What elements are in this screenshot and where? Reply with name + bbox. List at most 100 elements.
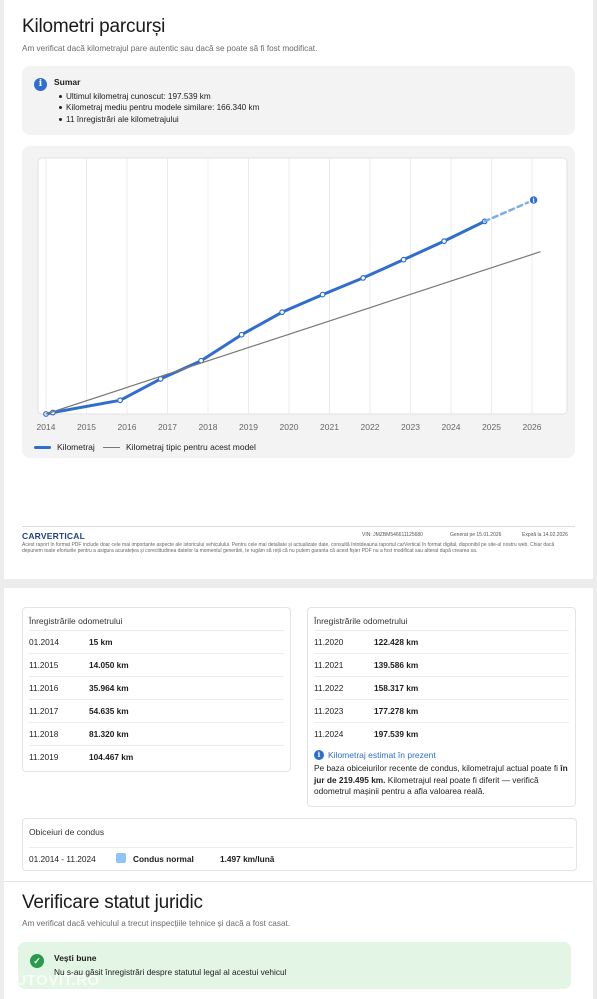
x-tick-label: 2016 [118,422,137,432]
row-value: 14.050 km [89,660,129,670]
series-line [44,219,487,416]
x-tick-label: 2026 [523,422,542,432]
mileage-subtitle: Am verificat dacă kilometrajul pare aute… [22,44,318,53]
table-row: 11.2022 158.317 km [314,676,569,699]
x-tick-label: 2014 [37,422,56,432]
x-tick-label: 2015 [77,422,96,432]
row-value: 139.586 km [374,660,419,670]
estimate-value: în jur de 219.495 km. [314,763,568,785]
info-icon: i [34,78,47,91]
estimate-point-icon [528,194,539,206]
estimate-text: Pe baza obiceiurilor recente de condus, … [314,763,569,798]
row-value: 177.278 km [374,706,419,716]
driving-habits-card: Obiceiuri de condus 01.2014 - 11.2024 Co… [22,818,577,871]
table-row: 11.2016 35.964 km [29,676,284,699]
table-row: 11.2020 122.428 km [314,630,569,653]
summary-item: Kilometraj mediu pentru modele similare:… [58,103,260,113]
row-date: 11.2016 [29,683,59,693]
section-divider [4,881,593,882]
legal-title: Verificare statut juridic [22,892,203,913]
legend-typical-swatch [103,447,120,448]
row-date: 11.2017 [29,706,59,716]
table-row: 11.2021 139.586 km [314,653,569,676]
mileage-chart: 2014 2015 2016 2017 2018 2019 2020 2021 2022 2023… [37,157,568,432]
odometer-title: Înregistrările odometrului [29,616,123,626]
table-row: 01.2014 15 km [29,630,284,653]
footer-disclaimer: Acest raport în format PDF include doar … [22,542,555,555]
row-value: 122.428 km [374,637,419,647]
estimate-point-glyph: i [532,197,535,204]
driving-habits-row: 01.2014 - 11.2024 Condus normal 1.497 km… [29,847,574,870]
mileage-title: Kilometri parcurși [22,16,166,37]
data-point [319,291,326,298]
good-news-box: ✓ Vești bune Nu s-au găsit înregistrări … [18,942,571,989]
check-icon: ✓ [30,954,44,968]
row-value: 35.964 km [89,683,129,693]
normal-driving-swatch [116,853,126,863]
legal-subtitle: Am verificat dacă vehiculul a trecut ins… [22,919,291,928]
series-line [45,251,541,415]
data-point [238,331,245,338]
x-tick-label: 2018 [199,422,218,432]
summary-title: Sumar [54,77,81,87]
odometer-table-right: Înregistrările odometrului 11.2020 122.42… [307,607,576,807]
info-icon: i [314,750,324,760]
x-tick-label: 2020 [280,422,299,432]
row-value: 197.539 km [374,729,419,739]
table-row: 11.2023 177.278 km [314,699,569,722]
report-page-1: Kilometri parcurși Am verificat dacă kil… [4,0,593,579]
row-date: 11.2020 [314,637,344,647]
summary-box: i Sumar Ultimul kilometraj cunoscut: 197… [22,66,575,135]
autovit-watermark: AUTOVIT.RO [4,972,100,989]
x-tick-label: 2017 [158,422,177,432]
table-row: 11.2017 54.635 km [29,699,284,722]
driving-habits-title: Obiceiuri de condus [29,827,105,837]
driving-rate: 1.497 km/lună [220,854,275,864]
row-value: 158.317 km [374,683,419,693]
carvertical-logo: CARVERTICAL [22,531,85,541]
legend-mileage-swatch [34,446,51,449]
summary-item: 11 înregistrări ale kilometrajului [58,114,259,125]
estimate-text-part: Kilometrajul real poate fi diferit — ver… [314,774,539,797]
row-date: 11.2023 [314,706,344,716]
x-tick-label: 2019 [239,422,258,432]
estimate-title: Kilometraj estimat în prezent [328,750,436,760]
row-value: 81.320 km [89,729,129,739]
data-point [360,275,367,281]
row-value: 15 km [89,637,113,647]
summary-item: Ultimul kilometraj cunoscut: 197.539 km [58,91,259,102]
row-date: 01.2014 [29,637,59,647]
plot-area [37,157,568,415]
table-row: 11.2018 81.320 km [29,722,284,745]
x-tick-label: 2024 [442,422,461,432]
legend-mileage-label: Kilometraj [57,442,95,452]
data-point [400,256,407,263]
x-tick-label: 2021 [320,422,339,432]
mileage-chart-card: 2014 2015 2016 2017 2018 2019 2020 2021 2022 2023… [22,146,575,458]
x-tick-label: 2022 [361,422,380,432]
row-date: 11.2018 [29,729,59,739]
x-tick-label: 2025 [482,422,501,432]
table-row: 11.2019 104.467 km [29,745,284,768]
driving-label: Condus normal [133,854,194,864]
good-news-text: Nu s-au găsit înregistrări despre statut… [54,967,287,977]
data-point [441,238,448,245]
row-date: 11.2019 [29,752,59,762]
row-value: 54.635 km [89,706,129,716]
table-row: 11.2024 197.539 km [314,722,569,745]
series-line [483,198,535,223]
data-point [279,309,286,316]
odometer-table-left: Înregistrările odometrului 01.2014 15 km … [22,607,291,772]
summary-list: Ultimul kilometraj cunoscut: 197.539 km … [58,91,260,125]
table-row: 11.2015 14.050 km [29,653,284,676]
footer-divider [22,526,575,527]
data-point [117,397,124,404]
good-news-title: Vești bune [54,953,97,963]
row-value: 104.467 km [89,752,134,762]
footer-vin: VIN: JMZBM546611125680 [362,532,423,538]
odometer-title: Înregistrările odometrului [314,616,408,626]
row-date: 11.2015 [29,660,59,670]
row-date: 11.2022 [314,683,344,693]
driving-period: 01.2014 - 11.2024 [29,854,96,864]
footer-generated: Generat pe 15.01.2026 [450,532,502,538]
